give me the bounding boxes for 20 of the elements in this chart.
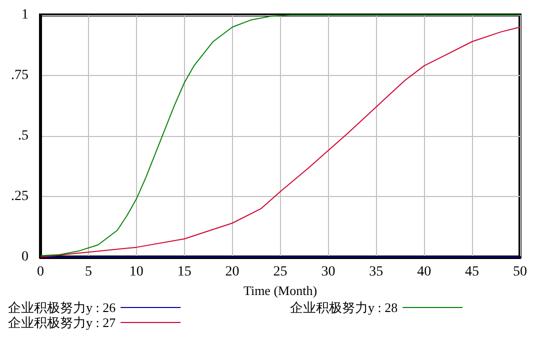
x-tick-label: 50 — [513, 264, 527, 280]
x-tick-label: 10 — [129, 264, 144, 280]
x-tick-label: 30 — [321, 264, 336, 280]
x-tick-label: 35 — [369, 264, 384, 280]
legend-label: 企业积极努力y : 28 — [290, 300, 398, 315]
x-tick-label: 20 — [225, 264, 240, 280]
x-tick-label: 45 — [465, 264, 480, 280]
legend-label: 企业积极努力y : 26 — [8, 300, 116, 315]
y-tick-label: 1 — [22, 8, 28, 22]
y-tick-label: .75 — [11, 68, 28, 83]
x-tick-label: 40 — [417, 264, 432, 280]
x-tick-label: 5 — [84, 264, 92, 280]
y-tick-label: .5 — [18, 128, 28, 144]
y-tick-label: .25 — [11, 189, 28, 204]
x-tick-label: 15 — [177, 264, 192, 280]
legend-label: 企业积极努力y : 27 — [8, 315, 116, 330]
x-tick-label: 0 — [37, 264, 44, 280]
y-tick-label: 0 — [22, 250, 28, 264]
x-axis-title: Time (Month) — [243, 282, 318, 298]
x-tick-label: 25 — [273, 264, 288, 280]
